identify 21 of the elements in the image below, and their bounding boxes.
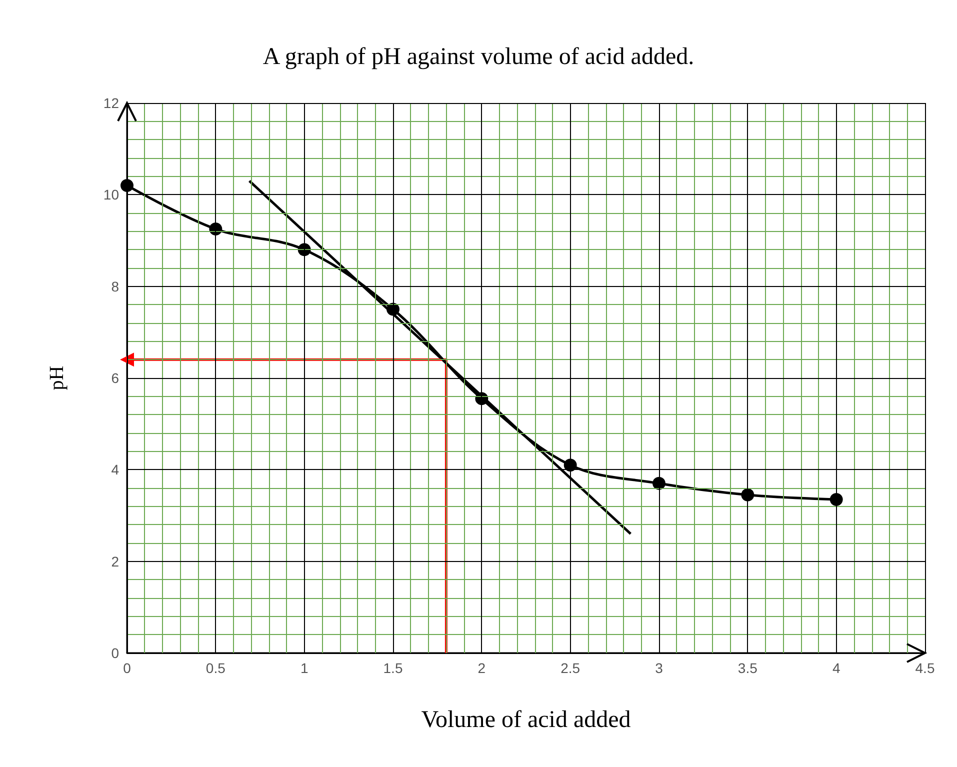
y-tick-label: 0 xyxy=(111,645,120,661)
y-tick-label: 10 xyxy=(103,186,120,203)
y-tick-label: 8 xyxy=(111,278,120,294)
y-axis-title: pH xyxy=(46,366,68,390)
x-tick-label: 1 xyxy=(300,660,308,676)
x-tick-label: 0.5 xyxy=(206,660,226,676)
y-tick-label: 2 xyxy=(111,553,120,570)
x-tick-label: 3.5 xyxy=(738,660,758,676)
x-axis-title: Volume of acid added xyxy=(421,707,631,733)
x-tick-label: 4 xyxy=(832,660,840,676)
x-tick-label: 3 xyxy=(655,660,664,676)
point xyxy=(120,179,134,192)
y-tick-label: 12 xyxy=(103,95,120,111)
y-tick-label: 6 xyxy=(111,370,120,386)
x-tick-label: 2 xyxy=(478,660,486,676)
x-tick-label: 1.5 xyxy=(383,660,403,676)
x-tick-label: 2.5 xyxy=(560,660,580,676)
y-tick-label: 4 xyxy=(111,462,120,478)
x-tick-label: 0 xyxy=(123,660,132,676)
chart-title: A graph of pH against volume of acid added. xyxy=(262,44,694,70)
x-tick-label: 4.5 xyxy=(915,660,935,676)
